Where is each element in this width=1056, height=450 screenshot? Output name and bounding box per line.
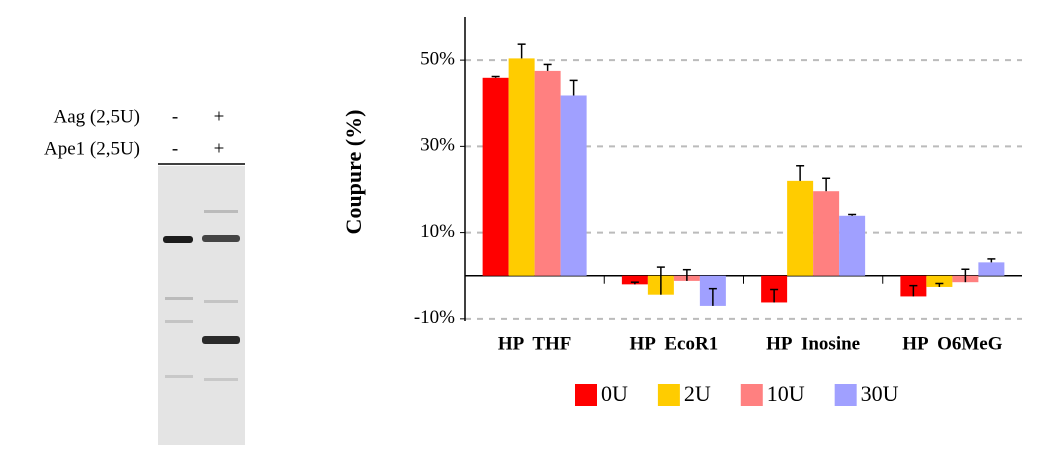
x-tick-label: HP Inosine xyxy=(766,333,860,354)
gel-image xyxy=(158,166,245,445)
gel-band xyxy=(204,300,238,303)
legend-swatch xyxy=(657,384,680,406)
gel-lane-label: + xyxy=(214,106,225,127)
y-axis-title: Coupure (%) xyxy=(341,110,366,235)
gel-lane-label: - xyxy=(172,106,178,127)
legend-swatch xyxy=(575,384,597,406)
bar xyxy=(621,275,648,285)
bar xyxy=(813,191,840,276)
bar xyxy=(482,77,509,276)
bar xyxy=(978,262,1005,276)
x-tick-label: HP THF xyxy=(498,333,572,354)
legend-label: 0U xyxy=(601,381,628,406)
legend-label: 10U xyxy=(767,381,805,406)
gel-band xyxy=(165,375,193,378)
bar xyxy=(839,215,866,276)
gel-band xyxy=(204,378,238,381)
gel-band xyxy=(165,320,193,323)
bar xyxy=(787,180,814,276)
gel-band xyxy=(163,236,193,243)
legend-label: 2U xyxy=(684,381,711,406)
legend-swatch xyxy=(740,384,763,406)
x-tick-label: HP EcoR1 xyxy=(630,333,719,354)
bar xyxy=(560,95,587,276)
gel-band xyxy=(204,210,238,213)
gel: Aag (2,5U) - + Ape1 (2,5U) - + xyxy=(44,106,245,445)
y-tick-label: 30% xyxy=(420,135,455,156)
bar xyxy=(508,58,535,276)
gel-row-label: Aag (2,5U) xyxy=(53,106,140,127)
gel-lane-label: + xyxy=(214,138,225,159)
y-tick-label: 10% xyxy=(420,221,455,242)
gel-band xyxy=(165,297,193,300)
bar xyxy=(926,275,953,287)
x-tick-label: HP O6MeG xyxy=(902,333,1002,354)
legend-label: 30U xyxy=(861,381,899,406)
gel-band xyxy=(202,235,240,242)
gel-lane-label: - xyxy=(172,138,178,159)
legend-swatch xyxy=(834,384,857,406)
gel-band xyxy=(202,336,240,344)
gel-row-label: Ape1 (2,5U) xyxy=(44,138,140,159)
y-tick-label: -10% xyxy=(414,307,455,328)
y-tick-label: 50% xyxy=(420,48,455,69)
bar xyxy=(534,70,561,276)
